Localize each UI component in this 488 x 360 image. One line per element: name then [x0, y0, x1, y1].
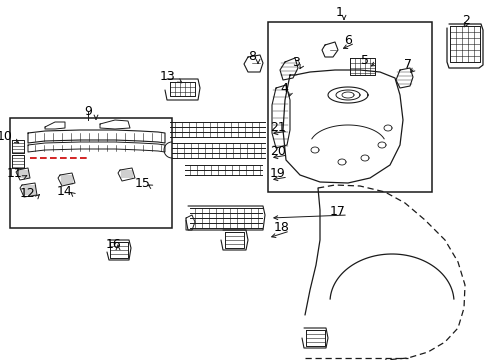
Bar — [267, 22, 431, 192]
Text: 19: 19 — [269, 167, 285, 180]
Text: 21: 21 — [269, 121, 285, 135]
Text: 10: 10 — [0, 130, 13, 144]
Text: 13: 13 — [160, 71, 176, 84]
Text: 18: 18 — [273, 221, 289, 234]
Text: 7: 7 — [403, 58, 411, 72]
Text: 6: 6 — [344, 33, 351, 46]
Text: 4: 4 — [280, 81, 287, 94]
Text: 9: 9 — [84, 105, 92, 118]
Text: 20: 20 — [269, 145, 285, 158]
Text: 17: 17 — [329, 206, 345, 219]
Text: 16: 16 — [106, 238, 122, 251]
Bar — [10, 118, 172, 228]
Text: 15: 15 — [135, 177, 151, 190]
Text: 12: 12 — [20, 188, 36, 201]
Text: 14: 14 — [57, 185, 73, 198]
Text: 2: 2 — [461, 13, 469, 27]
Text: 5: 5 — [360, 54, 368, 67]
Text: 11: 11 — [7, 167, 23, 180]
Text: 3: 3 — [291, 55, 299, 68]
Text: 1: 1 — [335, 6, 343, 19]
Text: 8: 8 — [247, 50, 256, 63]
